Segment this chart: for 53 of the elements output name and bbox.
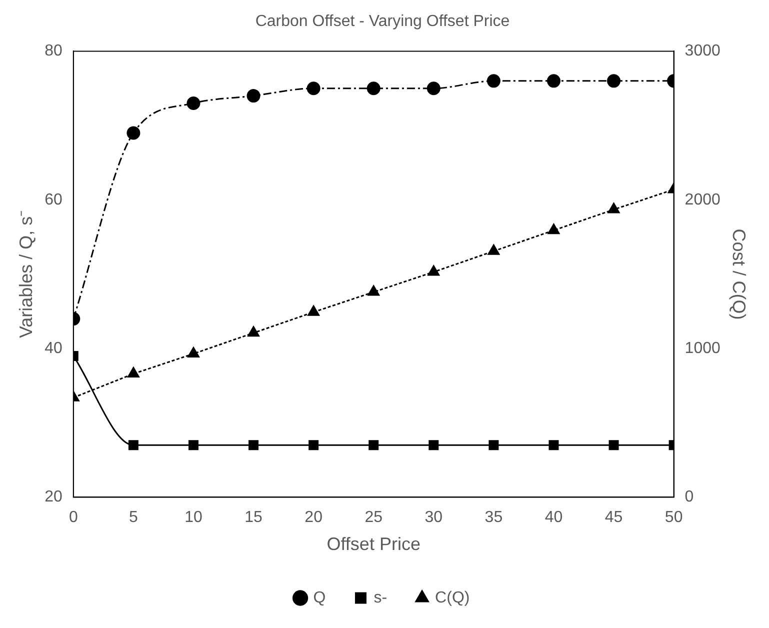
y-tick-label: 40 <box>44 340 62 357</box>
x-tick-label: 25 <box>364 509 383 526</box>
legend-label: C(Q) <box>435 589 470 606</box>
legend-label: s- <box>374 589 388 606</box>
y-tick-label: 80 <box>44 42 62 60</box>
point <box>306 82 320 96</box>
point <box>608 202 620 214</box>
x-tick-label: 50 <box>664 509 683 526</box>
y2-tick-label: 3000 <box>684 42 720 60</box>
point <box>608 440 619 450</box>
point <box>308 305 320 316</box>
point <box>428 440 439 450</box>
point <box>246 89 260 103</box>
point <box>186 96 200 110</box>
point <box>368 440 379 450</box>
x-tick-label: 40 <box>544 509 563 526</box>
y-tick-label: 20 <box>44 488 62 506</box>
y2-tick-label: 0 <box>684 488 694 506</box>
legend-label: Q <box>313 589 326 606</box>
point <box>368 285 380 296</box>
point <box>546 74 560 88</box>
point <box>188 440 198 450</box>
point <box>426 82 440 96</box>
point <box>126 126 140 140</box>
point <box>607 74 621 88</box>
y2-tick-label: 2000 <box>684 191 720 208</box>
point <box>548 440 559 450</box>
x-tick-label: 30 <box>424 509 443 526</box>
x-tick-label: 20 <box>304 509 323 526</box>
point <box>308 440 319 450</box>
point <box>366 82 380 96</box>
point <box>188 346 200 358</box>
x-tick-label: 15 <box>244 509 263 526</box>
y2-tick-label: 1000 <box>684 340 720 357</box>
point <box>428 265 440 276</box>
point <box>488 440 499 450</box>
point <box>128 440 138 450</box>
x-tick-label: 5 <box>128 509 138 526</box>
point <box>486 74 500 88</box>
x-tick-label: 10 <box>184 509 202 526</box>
x-tick-label: 45 <box>604 509 623 526</box>
y-axis-title: Variables / Q, s⁻ <box>16 210 36 338</box>
x-tick-label: 0 <box>68 509 78 526</box>
y-tick-label: 60 <box>44 191 62 208</box>
x-axis-title: Offset Price <box>326 534 420 554</box>
point <box>248 440 259 450</box>
point <box>548 224 560 234</box>
point <box>127 367 140 378</box>
point <box>488 244 500 255</box>
y2-axis-title: Cost / C(Q) <box>729 228 750 320</box>
x-tick-label: 35 <box>484 509 503 526</box>
chart-title: Carbon Offset - Varying Offset Price <box>255 13 510 30</box>
point <box>248 326 260 337</box>
